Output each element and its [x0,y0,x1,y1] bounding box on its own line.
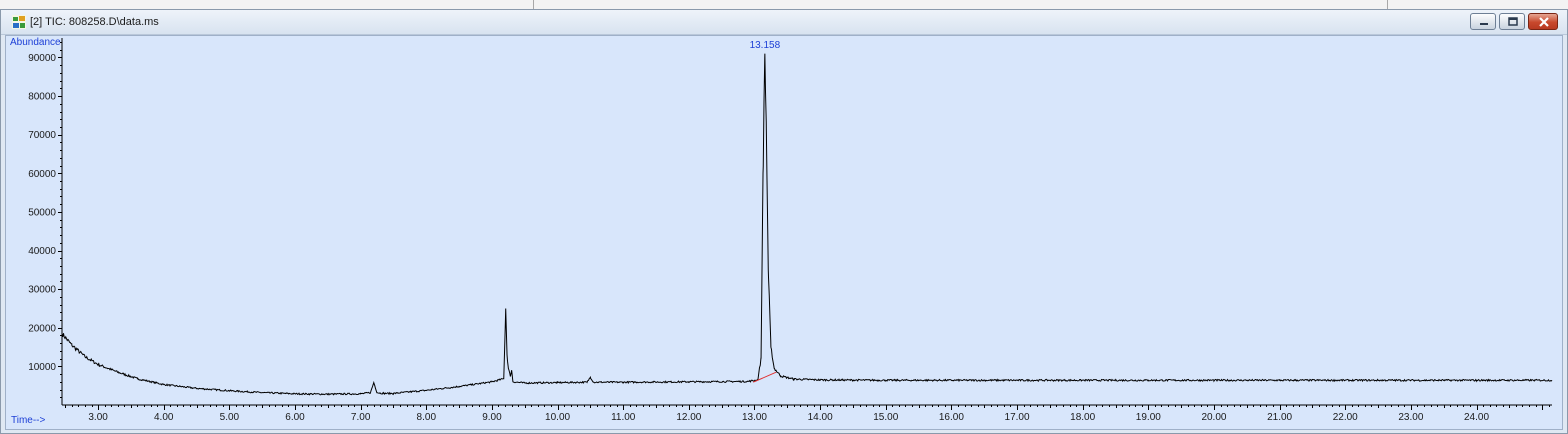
x-tick-label: 9.00 [482,412,502,423]
y-tick-label: 80000 [28,92,56,103]
peak-retention-label: 13.158 [750,40,781,51]
y-tick-label: 30000 [28,285,56,296]
restore-icon [1508,17,1518,26]
restore-button[interactable] [1499,13,1525,30]
window-title: [2] TIC: 808258.D\data.ms [30,16,159,28]
x-tick-label: 18.00 [1070,412,1095,423]
close-button[interactable] [1528,13,1558,30]
series-group: 13.158 [61,40,1553,396]
x-tick-label: 15.00 [873,412,898,423]
title-bar[interactable]: [2] TIC: 808258.D\data.ms [1,10,1567,35]
x-axis: 3.00 4.00 5.00 6.00 7.00 8.00 9.00 10.00 11.00 12… [62,404,1552,423]
y-tick-label: 40000 [28,246,56,257]
x-tick-label: 14.00 [808,412,833,423]
plot-area[interactable]: 10000 20000 30000 40000 50000 60000 70000 80000… [5,35,1563,430]
x-tick-label: 8.00 [417,412,437,423]
y-tick-label: 90000 [28,53,56,64]
y-tick-label: 50000 [28,207,56,218]
x-tick-label: 16.00 [939,412,964,423]
x-tick-label: 23.00 [1398,412,1423,423]
y-axis-label: Abundance [10,37,61,48]
minimize-icon [1480,23,1488,25]
x-tick-label: 12.00 [676,412,701,423]
chromatogram-window: [2] TIC: 808258.D\data.ms 10000 20000 3000… [0,9,1568,434]
y-tick-label: 10000 [28,362,56,373]
x-tick-label: 4.00 [154,412,174,423]
x-axis-label: Time--> [11,415,46,426]
close-icon [1539,17,1549,27]
minimize-button[interactable] [1470,13,1496,30]
x-tick-label: 5.00 [220,412,240,423]
chromatogram-app-icon [12,15,26,29]
y-tick-label: 60000 [28,169,56,180]
x-tick-label: 11.00 [611,412,636,423]
x-tick-label: 7.00 [351,412,371,423]
y-tick-label: 20000 [28,323,56,334]
x-tick-label: 6.00 [285,412,305,423]
peak-integration-baseline [752,371,777,383]
x-tick-label: 21.00 [1267,412,1292,423]
tic-trace-line [61,53,1553,396]
x-tick-label: 19.00 [1136,412,1161,423]
y-tick-label: 70000 [28,130,56,141]
x-tick-label: 20.00 [1201,412,1226,423]
x-tick-label: 22.00 [1333,412,1358,423]
x-tick-label: 17.00 [1005,412,1030,423]
tic-chromatogram-chart: 10000 20000 30000 40000 50000 60000 70000 80000… [10,37,1553,426]
y-axis: 10000 20000 30000 40000 50000 60000 70000 80000… [28,38,63,405]
x-tick-label: 24.00 [1464,412,1489,423]
x-tick-label: 3.00 [88,412,108,423]
x-tick-label: 13.00 [742,412,767,423]
x-tick-label: 10.00 [545,412,570,423]
